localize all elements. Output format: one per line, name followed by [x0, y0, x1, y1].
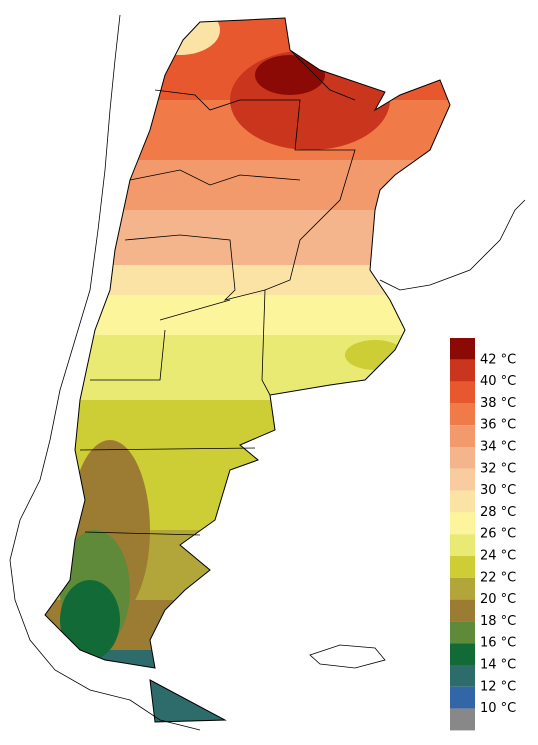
legend-label: 16 °C	[480, 636, 516, 651]
legend-swatch	[450, 403, 475, 426]
legend-swatch	[450, 381, 475, 404]
province-borders	[79, 49, 356, 536]
legend-label: 18 °C	[480, 614, 516, 629]
legend-label: 24 °C	[480, 549, 516, 564]
legend-swatch	[450, 577, 475, 600]
legend-swatch	[450, 665, 475, 687]
chile-coast	[9, 14, 526, 731]
legend-label: 20 °C	[480, 592, 516, 607]
legend-swatch	[450, 512, 475, 535]
legend-label: 40 °C	[480, 374, 516, 389]
legend-label: 34 °C	[480, 440, 516, 455]
legend-label: 26 °C	[480, 527, 516, 542]
legend-swatch	[450, 599, 475, 622]
legend-swatch	[450, 534, 475, 556]
legend-label: 32 °C	[480, 461, 516, 476]
legend-label: 42 °C	[480, 352, 516, 367]
legend-swatch	[450, 468, 475, 491]
legend-label: 22 °C	[480, 570, 516, 585]
legend-swatch	[450, 425, 475, 447]
legend-swatch	[450, 490, 475, 513]
legend-swatch	[450, 338, 475, 360]
legend-label: 38 °C	[480, 396, 516, 411]
legend-label: 30 °C	[480, 483, 516, 498]
legend-label: 14 °C	[480, 658, 516, 673]
legend-swatch	[450, 686, 475, 709]
legend-label: 10 °C	[480, 701, 516, 716]
legend-swatch	[450, 621, 475, 644]
legend-swatch	[450, 708, 475, 731]
legend-swatch	[450, 643, 475, 665]
legend-label: 12 °C	[480, 679, 516, 694]
legend-label: 28 °C	[480, 505, 516, 520]
legend-label: 36 °C	[480, 418, 516, 433]
legend-swatch	[450, 359, 475, 382]
legend-swatch	[450, 447, 475, 469]
legend-swatch	[450, 556, 475, 578]
country-outline	[44, 17, 451, 723]
